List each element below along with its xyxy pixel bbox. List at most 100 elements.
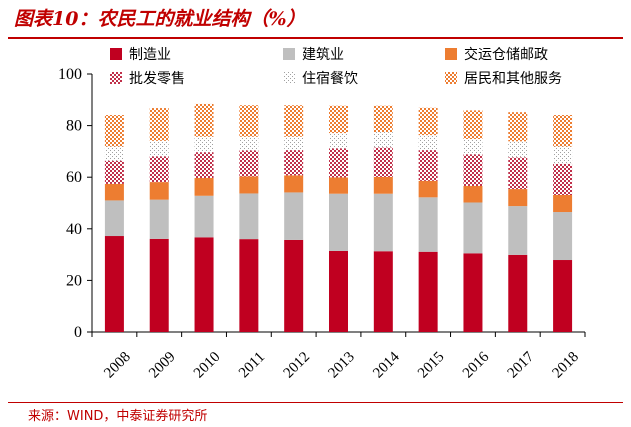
bar-segment <box>104 200 124 237</box>
legend-swatch <box>445 48 457 60</box>
bar-segment <box>463 139 483 155</box>
bar-segment <box>373 132 393 148</box>
y-tick-label: 100 <box>58 66 82 83</box>
legend-swatch <box>110 72 122 84</box>
bar-segment <box>239 150 259 177</box>
legend-swatch <box>110 48 122 60</box>
x-tick-label: 2010 <box>191 349 224 382</box>
bar-segment <box>284 136 304 151</box>
bar-segment <box>553 195 573 213</box>
bar-segment <box>149 140 169 157</box>
bar-segment <box>373 176 393 194</box>
bar-segment <box>373 193 393 252</box>
legend-label: 批发零售 <box>129 71 185 87</box>
bar-segment <box>329 148 348 178</box>
y-tick-label: 80 <box>66 118 82 135</box>
legend-swatch <box>283 72 295 84</box>
legend-label: 建筑业 <box>302 47 344 63</box>
bar-segment <box>508 157 528 190</box>
bar-segment <box>373 147 393 177</box>
bar-segment <box>508 141 528 158</box>
bar-segment <box>508 206 528 255</box>
bar-segment <box>194 237 214 332</box>
legend-label: 住宿餐饮 <box>302 70 358 87</box>
y-tick-label: 40 <box>66 221 82 238</box>
x-tick-label: 2016 <box>460 349 493 382</box>
bar-segment <box>149 199 169 239</box>
bar-segment <box>463 110 483 140</box>
bar-segment <box>508 189 528 207</box>
bar-segment <box>553 212 573 261</box>
bar-segment <box>194 195 214 238</box>
bar-segment <box>194 177 214 196</box>
x-tick-label: 2012 <box>281 349 314 382</box>
x-tick-label: 2008 <box>101 349 134 382</box>
bar-segment <box>239 193 259 240</box>
bar-segment <box>149 156 169 183</box>
bars <box>104 103 573 332</box>
legend-swatch <box>283 48 295 60</box>
y-tick-label: 20 <box>66 272 82 289</box>
title-bar: 图表10：农民工的就业结构（%） <box>0 0 631 39</box>
bar-segment <box>508 254 528 332</box>
bar-segment <box>418 135 438 151</box>
bar-segment <box>284 105 304 137</box>
bar-segment <box>373 105 393 133</box>
bar-segment <box>463 253 483 332</box>
bar-segment <box>104 160 124 184</box>
bar-segment <box>553 163 573 196</box>
chart-title: 图表10：农民工的就业结构（%） <box>14 8 306 30</box>
bar-segment <box>104 146 124 161</box>
bar-segment <box>284 192 304 240</box>
legend-label: 制造业 <box>129 47 171 63</box>
bar-segment <box>284 150 304 176</box>
x-tick-label: 2015 <box>415 349 448 382</box>
legend-label: 居民和其他服务 <box>464 71 562 87</box>
x-axis: 2008 2009 2010 2011 2012 2013 2014 2015 2016 2017… <box>91 331 586 382</box>
bar-segment <box>553 260 573 332</box>
bar-segment <box>329 133 348 149</box>
source-note: 来源：WIND，中泰证券研究所 <box>28 409 208 424</box>
bar-segment <box>329 193 348 251</box>
bar-segment <box>373 251 393 332</box>
bar-segment <box>194 136 214 153</box>
bar-segment <box>104 183 124 201</box>
bar-segment <box>194 103 214 137</box>
y-tick-label: 0 <box>74 324 82 341</box>
bar-segment <box>149 182 169 200</box>
bar-segment <box>418 150 438 181</box>
bar-segment <box>104 115 124 147</box>
bar-segment <box>104 236 124 332</box>
bar-segment <box>284 175 304 193</box>
bar-segment <box>239 239 259 332</box>
bar-segment <box>418 251 438 332</box>
bar-segment <box>329 250 348 332</box>
bar-segment <box>463 202 483 254</box>
bar-segment <box>553 146 573 164</box>
bar-segment <box>194 152 214 178</box>
bar-segment <box>239 136 259 151</box>
bar-segment <box>508 112 528 142</box>
y-axis: 0 20 40 60 80 100 <box>58 66 93 341</box>
bar-segment <box>284 239 304 332</box>
bar-segment <box>149 238 169 332</box>
bar-segment <box>329 177 348 194</box>
bar-segment <box>329 105 348 134</box>
x-tick-label: 2009 <box>146 349 179 382</box>
x-tick-label: 2014 <box>370 349 403 382</box>
x-tick-label: 2018 <box>549 349 582 382</box>
bar-segment <box>418 107 438 136</box>
bar-segment <box>418 180 438 198</box>
x-tick-label: 2013 <box>325 349 358 382</box>
bar-segment <box>239 105 259 137</box>
x-tick-label: 2011 <box>236 349 268 381</box>
bar-segment <box>463 185 483 203</box>
y-tick-label: 60 <box>66 169 82 186</box>
bar-segment <box>463 154 483 186</box>
bar-segment <box>239 176 259 194</box>
bar-segment <box>149 108 169 141</box>
source-rule <box>8 402 623 403</box>
x-tick-label: 2017 <box>505 349 538 382</box>
bar-segment <box>418 197 438 252</box>
